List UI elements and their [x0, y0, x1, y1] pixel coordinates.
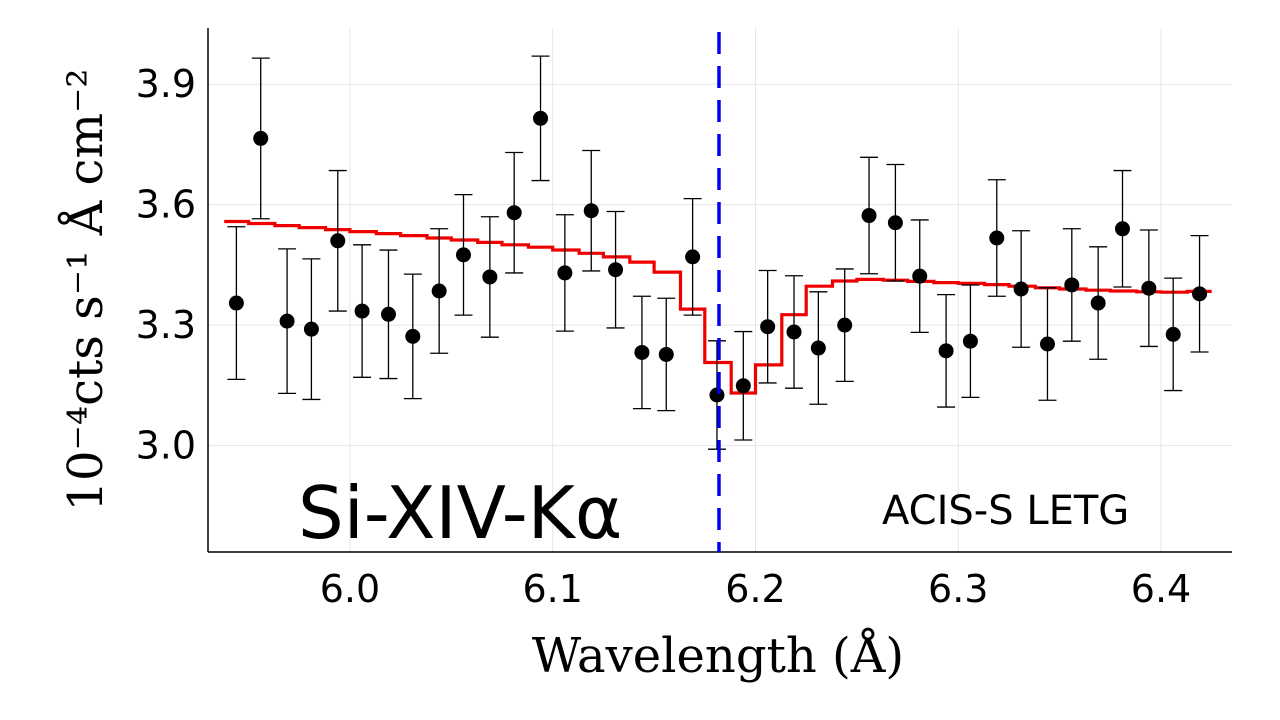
data-point: [455, 247, 471, 263]
data-point: [989, 230, 1005, 246]
data-point: [533, 110, 549, 126]
data-point: [583, 203, 599, 219]
data-point: [253, 130, 269, 146]
data-point: [887, 215, 903, 231]
data-point: [634, 344, 650, 360]
y-tick-label: 3.6: [136, 183, 196, 227]
data-point: [685, 249, 701, 265]
data-point: [786, 324, 802, 340]
data-point: [658, 346, 674, 362]
line-label-annotation: Si-XIV-Kα: [298, 471, 622, 555]
data-point: [1064, 277, 1080, 293]
data-point: [354, 303, 370, 319]
data-point: [330, 233, 346, 249]
data-point: [1192, 286, 1208, 302]
data-point: [1141, 280, 1157, 296]
data-point: [837, 317, 853, 333]
data-point: [380, 306, 396, 322]
data-point: [303, 321, 319, 337]
data-point: [938, 343, 954, 359]
tick-labels: 6.0 6.1 6.2 6.3 6.4 3.0 3.3 3.6 3.9: [136, 62, 1192, 611]
data-point: [962, 333, 978, 349]
x-tick-label: 6.4: [1131, 567, 1191, 611]
data-point: [1090, 295, 1106, 311]
x-tick-label: 6.1: [522, 567, 582, 611]
data-point: [810, 340, 826, 356]
y-tick-label: 3.3: [136, 303, 196, 347]
data-point: [1013, 281, 1029, 297]
y-axis-title: 10⁻⁴cts s⁻¹ Å cm⁻²: [57, 68, 114, 511]
data-point: [912, 268, 928, 284]
x-tick-label: 6.2: [725, 567, 785, 611]
data-point: [709, 387, 725, 403]
data-point: [228, 295, 244, 311]
y-tick-label: 3.9: [136, 62, 196, 106]
data-point: [557, 265, 573, 281]
x-axis-title: Wavelength (Å): [532, 627, 904, 684]
x-tick-label: 6.3: [928, 567, 988, 611]
data-point: [1039, 336, 1055, 352]
data-point: [506, 205, 522, 221]
y-tick-label: 3.0: [136, 424, 196, 468]
x-tick-label: 6.0: [320, 567, 380, 611]
data-points: [228, 110, 1208, 403]
data-point: [431, 283, 447, 299]
instrument-annotation: ACIS-S LETG: [882, 488, 1129, 534]
data-point: [482, 269, 498, 285]
data-point: [608, 262, 624, 278]
data-point: [861, 208, 877, 224]
data-point: [760, 319, 776, 335]
data-point: [405, 328, 421, 344]
data-point: [735, 378, 751, 394]
data-point: [1165, 326, 1181, 342]
data-point: [1115, 221, 1131, 237]
data-point: [279, 313, 295, 329]
